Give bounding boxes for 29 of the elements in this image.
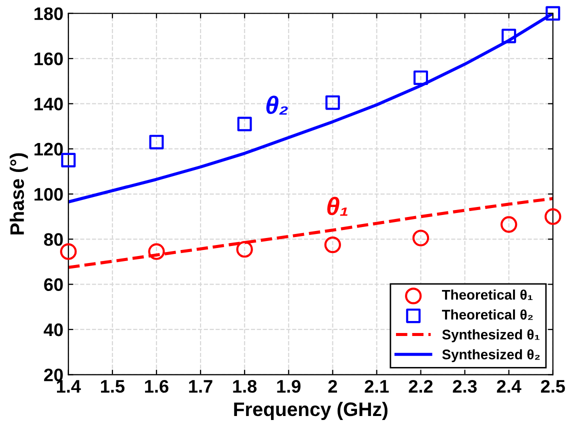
annotation: θ₂ <box>266 96 288 115</box>
y-tick-label: 40 <box>44 323 63 336</box>
y-tick-label: 60 <box>44 278 63 292</box>
x-tick-label: 2.5 <box>540 380 565 393</box>
x-tick-label: 2.1 <box>364 380 389 393</box>
y-tick-label: 180 <box>34 7 63 20</box>
x-tick-label: 2.4 <box>496 380 522 393</box>
annotation: θ₁ <box>327 196 348 216</box>
legend-label: Synthesized θ₂ <box>442 349 540 362</box>
x-tick-label: 1.9 <box>277 380 301 393</box>
y-tick-label: 80 <box>44 233 63 246</box>
y-tick-label: 120 <box>34 142 63 156</box>
x-tick-label: 1.5 <box>101 380 124 393</box>
y-axis-title: Phase (°) <box>10 153 28 234</box>
x-tick-label: 2.3 <box>452 380 477 393</box>
legend-label: Theoretical θ₂ <box>442 309 533 320</box>
y-tick-label: 100 <box>34 188 63 201</box>
x-tick-label: 1.4 <box>56 380 81 393</box>
x-axis-title: Frequency (GHz) <box>234 402 388 420</box>
x-tick-label: 1.6 <box>145 380 168 393</box>
x-tick-label: 2.2 <box>408 380 433 393</box>
y-tick-label: 140 <box>34 98 63 110</box>
y-tick-label: 20 <box>44 368 63 382</box>
legend-label: Theoretical θ₁ <box>442 290 533 300</box>
x-tick-label: 1.8 <box>233 380 257 393</box>
legend-label: Synthesized θ₁ <box>442 329 540 342</box>
y-tick-label: 160 <box>34 52 63 66</box>
x-tick-label: 2 <box>328 380 337 393</box>
x-tick-label: 1.7 <box>189 380 212 393</box>
